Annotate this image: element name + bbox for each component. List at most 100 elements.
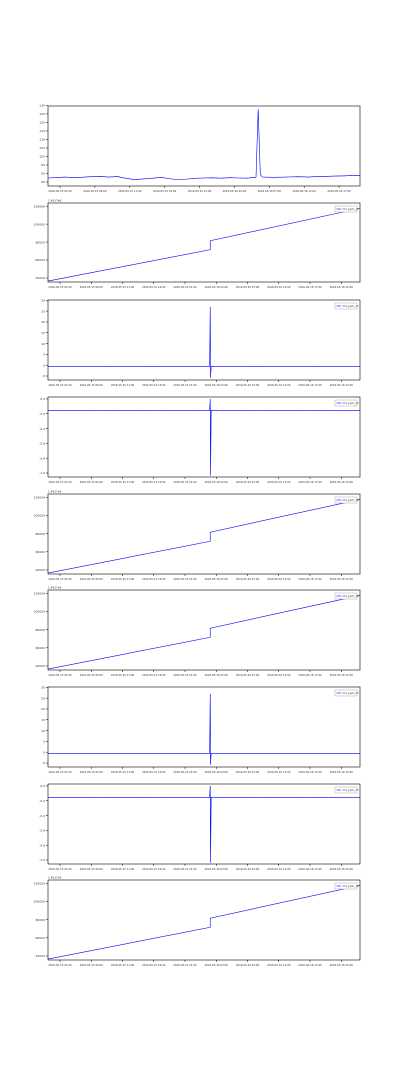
y-tick-label: 0 (43, 363, 45, 367)
data-point (233, 752, 235, 754)
data-point (129, 178, 131, 180)
data-point (160, 177, 162, 178)
data-point (77, 409, 79, 411)
data-point (101, 752, 103, 754)
data-point (333, 796, 335, 798)
y-tick-label: 125 (39, 112, 45, 116)
data-point (229, 752, 231, 754)
x-tick-label: 2016-05-16 07:00 (236, 577, 260, 581)
data-point (320, 752, 321, 754)
data-point (146, 409, 148, 411)
data-point (70, 409, 72, 411)
data-point (268, 176, 269, 178)
data-point (337, 752, 339, 754)
data-point (257, 796, 259, 798)
data-point (198, 177, 200, 179)
data-point (243, 796, 245, 798)
data-point (358, 365, 359, 367)
y-tick-label: 20 (41, 707, 45, 711)
y-tick-label: 100000 (34, 514, 46, 518)
data-point (188, 752, 190, 754)
data-point (143, 752, 144, 754)
legend-label: CO_ppm_1f (343, 788, 360, 792)
data-point (292, 409, 294, 411)
x-tick-label: 2016-05-15 21:00 (173, 285, 197, 289)
data-point (150, 752, 151, 754)
data-point (98, 365, 99, 367)
series-line (48, 785, 360, 863)
data-point (202, 752, 203, 754)
x-tick-label: 2016-05-15 21:00 (173, 577, 197, 581)
x-tick-label: 2016-05-15 16:00 (142, 867, 166, 871)
data-point (233, 796, 235, 798)
data-point (49, 365, 51, 367)
data-point (146, 365, 148, 367)
x-tick-label: 2016-05-15 06:00 (80, 770, 104, 774)
data-point (281, 752, 283, 754)
data-point (337, 409, 339, 411)
data-point (288, 796, 290, 798)
y-tick-label: 20 (41, 320, 45, 324)
data-point (316, 176, 318, 177)
data-point (209, 177, 210, 179)
data-point (337, 365, 339, 367)
data-point (347, 409, 349, 411)
data-point (247, 365, 248, 367)
x-tick-label: 2016-05-16 12:00 (267, 867, 291, 871)
x-tick-label: 2016-05-16 02:00 (205, 480, 229, 484)
data-point (330, 175, 332, 177)
data-point (122, 177, 124, 179)
data-point (91, 796, 92, 798)
data-point (292, 752, 294, 754)
y-tick-label: 120000 (34, 591, 46, 595)
data-point (354, 752, 356, 754)
data-point (115, 176, 117, 177)
y-tick-label: 95 (41, 163, 45, 167)
data-point (112, 176, 113, 178)
data-point (129, 409, 131, 411)
data-point (195, 409, 196, 411)
data-point (271, 365, 273, 367)
data-point (77, 365, 79, 367)
x-tick-label: 2016-05-16 17:00 (298, 673, 322, 677)
data-point (295, 365, 297, 367)
legend-box (334, 882, 358, 890)
x-tick-label: 2016-05-15 21:00 (173, 673, 197, 677)
data-point (94, 409, 96, 411)
x-tick-label: 2016-05-16 02:00 (223, 189, 247, 193)
data-point (53, 365, 54, 367)
x-tick-label: 2016-05-16 07:00 (236, 770, 260, 774)
data-point (344, 409, 346, 411)
data-point (278, 365, 280, 367)
x-tick-label: 2016-05-16 22:00 (330, 963, 354, 967)
data-point (153, 752, 155, 754)
y-tick-label: 5 (43, 353, 45, 357)
data-point (198, 409, 200, 411)
data-point (60, 365, 61, 367)
data-point (271, 176, 273, 178)
data-point (87, 752, 89, 754)
data-point (112, 796, 113, 798)
data-point (236, 796, 238, 798)
data-point (306, 365, 307, 367)
data-point (195, 365, 196, 367)
data-point (170, 796, 172, 798)
data-point (73, 409, 75, 411)
data-point (295, 176, 297, 178)
data-point (233, 177, 235, 179)
data-point (351, 175, 352, 176)
data-point (139, 365, 141, 367)
data-point (73, 796, 75, 798)
x-tick-label: 2016-05-15 11:00 (111, 963, 135, 967)
data-point (143, 796, 144, 798)
data-point (285, 365, 287, 367)
data-point (292, 365, 294, 367)
data-point (94, 796, 96, 798)
data-point (56, 409, 58, 411)
data-point (164, 796, 165, 798)
data-point (108, 176, 110, 178)
chart-panel: 40000 60000 80000 100000 120000 2016-05-15 01… (34, 586, 361, 677)
series-line (47, 595, 361, 670)
data-point (316, 409, 318, 411)
data-point (209, 752, 210, 754)
